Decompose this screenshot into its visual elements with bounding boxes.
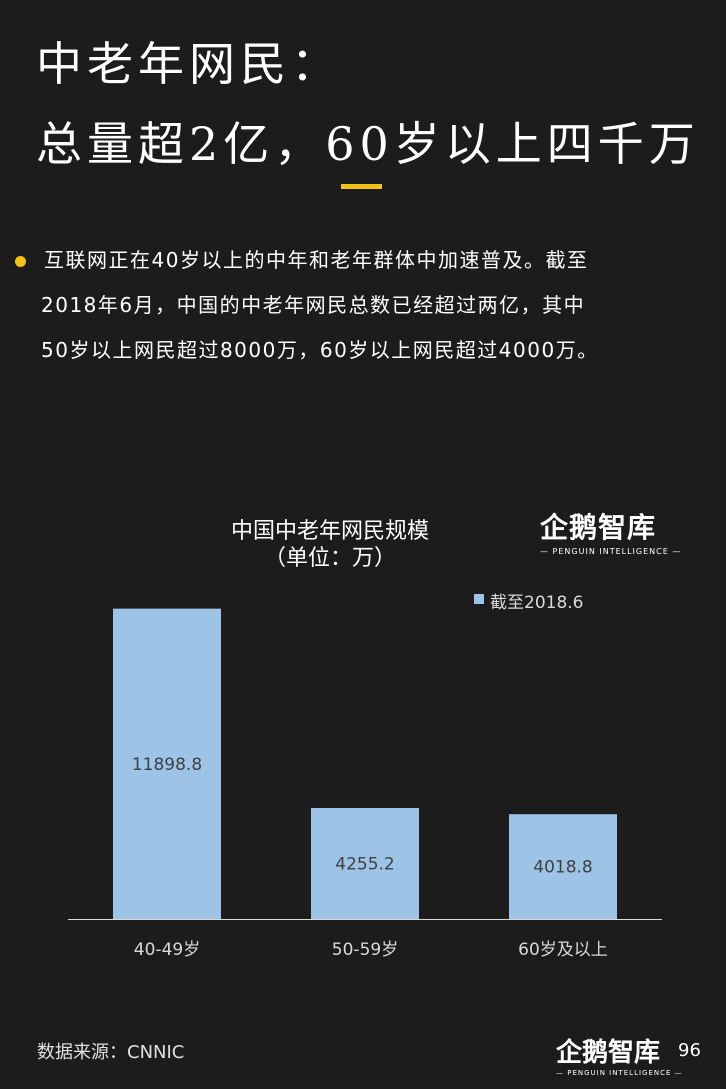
x-tick-label-1: 40-49岁 [134,940,200,960]
bar-3 [509,814,617,919]
page-title-line-1: 中老年网民： [36,37,342,91]
data-label-3: 4018.8 [533,858,592,878]
bullet-dot-icon [15,256,26,267]
logo-cn-text: 企鹅智库 [540,511,657,544]
x-tick-label-3: 60岁及以上 [518,940,608,960]
chart-title: 中国中老年网民规模 [230,519,429,544]
footer-logo: 企鹅智库 — PENGUIN INTELLIGENCE — [556,1032,683,1077]
logo-en-text: — PENGUIN INTELLIGENCE — [540,547,682,556]
page-number: 96 [678,1040,701,1061]
penguin-intelligence-logo: 企鹅智库 — PENGUIN INTELLIGENCE — [540,506,681,556]
data-label-2: 4255.2 [335,855,394,875]
legend-swatch [474,594,484,604]
footer-logo-en-text: — PENGUIN INTELLIGENCE — [556,1069,683,1077]
bar-2 [311,808,419,919]
legend-label: 截至2018.6 [490,593,584,613]
page-title-line-2: 总量超2亿，60岁以上四千万 [36,117,700,171]
title-accent-bar [341,184,382,189]
body-text-line-1: 互联网正在40岁以上的中年和老年群体中加速普及。截至 [44,248,589,272]
data-label-1: 11898.8 [132,755,202,775]
x-tick-label-2: 50-59岁 [332,940,398,960]
chart-subtitle: （单位：万） [263,546,396,571]
footer-logo-cn-text: 企鹅智库 [556,1038,661,1068]
body-text-line-3: 50岁以上网民超过8000万，60岁以上网民超过4000万。 [41,338,599,362]
bar-1 [113,608,221,919]
data-source: 数据来源：CNNIC [37,1042,185,1063]
body-text-line-2: 2018年6月，中国的中老年网民总数已经超过两亿，其中 [41,293,586,317]
